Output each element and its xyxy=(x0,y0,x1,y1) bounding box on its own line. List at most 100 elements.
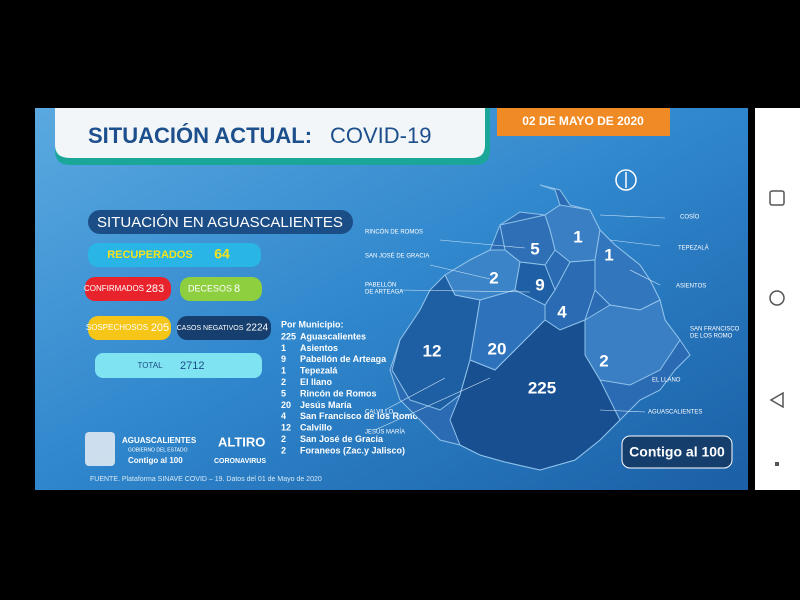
stat-value: 205 xyxy=(151,322,169,334)
stat-label: CASOS NEGATIVOS xyxy=(177,325,244,332)
region xyxy=(449,319,621,471)
back-button[interactable] xyxy=(769,391,784,409)
map-label: SAN FRANCISCO xyxy=(690,327,740,333)
leader-line xyxy=(399,289,531,293)
map-number: 9 xyxy=(535,275,544,294)
logo-text: AGUASCALIENTES xyxy=(122,436,197,445)
map-label: RINCÓN DE ROMOS xyxy=(365,229,423,236)
negativos-pill xyxy=(177,316,271,340)
logo-text: ALTIRO xyxy=(218,434,265,449)
row-count: 1 xyxy=(281,366,286,376)
map-number: 225 xyxy=(528,378,556,397)
leader-line xyxy=(374,377,491,431)
section-title: SITUACIÓN EN AGUASCALIENTES xyxy=(97,214,343,231)
leader-line xyxy=(629,269,661,286)
row-name: San José de Gracia xyxy=(300,434,384,444)
map-label: JESÚS MARÍA xyxy=(365,429,405,436)
stat-label: RECUPERADOS xyxy=(107,249,193,261)
stat-label: SOSPECHOSOS xyxy=(86,323,148,332)
row-count: 2 xyxy=(281,445,286,455)
row-name: Pabellón de Arteaga xyxy=(300,354,387,364)
source: FUENTE. Plataforma SINAVE COVID – 19. Da… xyxy=(90,476,322,483)
map-number: 20 xyxy=(488,339,507,358)
map-label: DE ARTEAGA xyxy=(365,290,403,296)
leader-line xyxy=(439,239,526,249)
leader-line xyxy=(609,239,661,247)
map xyxy=(389,184,691,471)
row-name: Calvillo xyxy=(300,423,333,433)
stat-value: 2712 xyxy=(180,360,204,372)
row-count: 12 xyxy=(281,423,291,433)
nav-bar xyxy=(755,108,800,490)
map-number: 4 xyxy=(557,302,567,321)
stat-value: 283 xyxy=(146,283,164,295)
row-name: Jesús María xyxy=(300,400,353,410)
title-light: COVID-19 xyxy=(330,123,431,148)
map-label: EL LLANO xyxy=(652,378,681,384)
logo-text: GOBIERNO DEL ESTADO xyxy=(128,447,188,453)
logo-text: CORONAVIRUS xyxy=(214,458,266,465)
map-label: PABELLÓN xyxy=(365,282,396,289)
map-number: 2 xyxy=(489,268,498,287)
decesos-pill xyxy=(180,277,262,301)
map-label: DE LOS ROMO xyxy=(690,334,733,340)
list-heading: Por Municipio: xyxy=(281,319,344,329)
stat-value: 8 xyxy=(234,283,240,295)
row-count: 2 xyxy=(281,434,286,444)
row-count: 1 xyxy=(281,343,286,353)
state-crest xyxy=(85,432,115,466)
map-number: 12 xyxy=(423,341,442,360)
recuperados-pill xyxy=(88,243,261,267)
map-label: COSÍO xyxy=(680,214,700,221)
badge-text: Contigo al 100 xyxy=(629,444,725,460)
row-name: Rincón de Romos xyxy=(300,388,377,398)
row-name: Foraneos (Zac.y Jalisco) xyxy=(300,445,405,455)
map-label: AGUASCALIENTES xyxy=(648,410,702,416)
recents-button[interactable] xyxy=(769,190,785,206)
title-tab xyxy=(55,108,485,158)
title-bold: SITUACIÓN ACTUAL: xyxy=(88,123,312,148)
leader-line xyxy=(429,264,491,280)
row-count: 2 xyxy=(281,377,286,387)
row-name: Asientos xyxy=(300,343,338,353)
map-number: 2 xyxy=(599,351,608,370)
map-label: TEPEZALÁ xyxy=(678,245,709,252)
confirmados-pill xyxy=(85,277,171,301)
map-labels xyxy=(374,214,666,431)
stat-value: 2224 xyxy=(246,323,269,334)
row-name: Tepezalá xyxy=(300,366,338,376)
date: 02 DE MAYO DE 2020 xyxy=(522,114,644,128)
nav-dot xyxy=(775,462,779,466)
stat-value: 64 xyxy=(214,246,230,262)
row-name: San Francisco de los Romo xyxy=(300,411,419,421)
map-label: CALVILLO xyxy=(365,410,394,416)
compass xyxy=(615,169,637,191)
row-count: 4 xyxy=(281,411,286,421)
stat-label: TOTAL xyxy=(137,361,163,370)
leader-line xyxy=(384,377,446,411)
total-pill xyxy=(95,353,262,378)
row-name: El llano xyxy=(300,377,333,387)
leader-line xyxy=(599,409,646,413)
row-count: 225 xyxy=(281,331,296,341)
stat-label: CONFIRMADOS xyxy=(84,284,144,293)
row-name: Aguascalientes xyxy=(300,331,366,341)
sospechosos-pill xyxy=(88,316,171,340)
badge xyxy=(621,435,733,469)
row-count: 9 xyxy=(281,354,286,364)
stat-label: DECESOS xyxy=(188,283,232,293)
row-count: 5 xyxy=(281,388,286,398)
logo-text: Contigo al 100 xyxy=(128,456,183,465)
map-number: 5 xyxy=(530,239,539,258)
date-box xyxy=(497,108,670,136)
map-label: ASIENTOS xyxy=(676,284,706,290)
map-label: SAN JOSÉ DE GRACIA xyxy=(365,253,429,260)
leader-line xyxy=(599,214,666,219)
home-button[interactable] xyxy=(769,290,785,306)
map-number: 1 xyxy=(604,245,613,264)
section-pill xyxy=(88,210,353,234)
map-number: 1 xyxy=(573,227,582,246)
